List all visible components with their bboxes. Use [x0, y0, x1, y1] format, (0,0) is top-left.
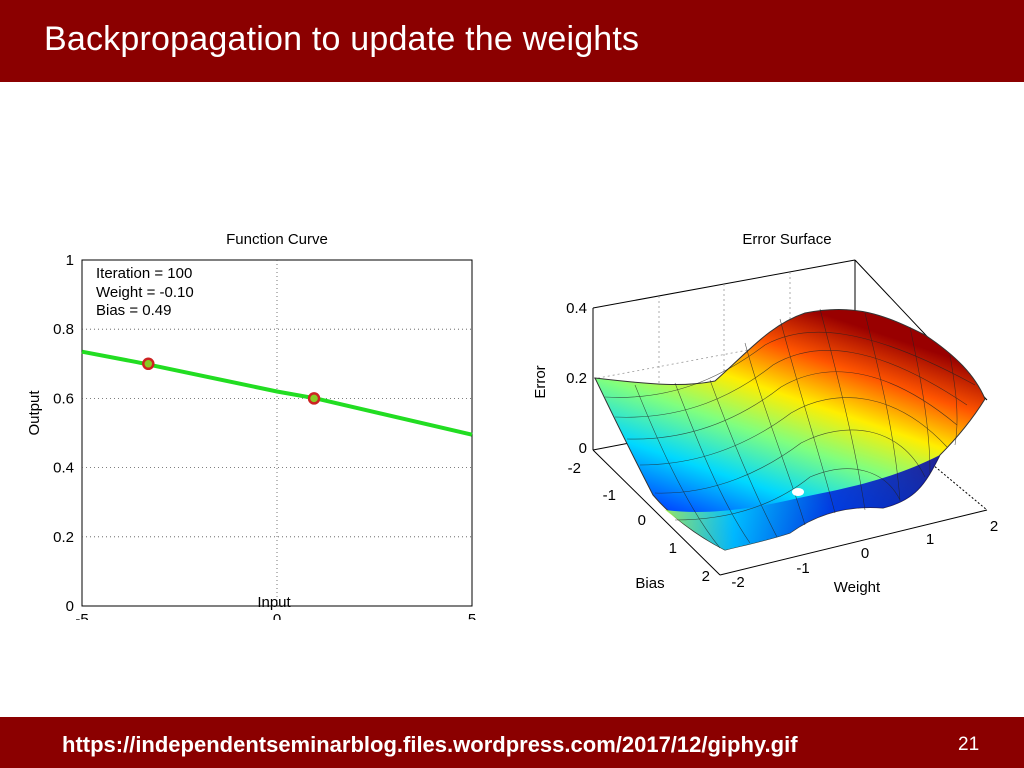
error-surface — [594, 308, 986, 551]
source-url[interactable]: https://independentseminarblog.files.wor… — [62, 732, 798, 757]
weight-tick-label: 2 — [990, 518, 998, 535]
data-point — [142, 357, 155, 371]
annotation-iteration: Iteration = 100 — [96, 265, 192, 282]
z-axis-label: Error — [532, 365, 549, 398]
current-point-marker — [792, 488, 804, 496]
y-tick-label: 1 — [66, 252, 74, 269]
chart-title: Function Curve — [226, 231, 328, 248]
bias-tick-label: 1 — [669, 540, 677, 557]
z-tick-label: 0.2 — [566, 370, 587, 387]
data-point — [307, 392, 321, 405]
y-tick-labels: 0 0.2 0.4 0.6 0.8 1 — [53, 252, 74, 615]
bias-tick-labels: -2 -1 0 1 2 — [568, 460, 710, 585]
x-tick-label: 5 — [468, 611, 476, 620]
data-points — [142, 357, 321, 405]
annotation-bias: Bias = 0.49 — [96, 302, 171, 319]
x-tick-labels: -5 0 5 — [75, 611, 476, 620]
z-tick-label: 0.4 — [566, 300, 587, 317]
chart-title: Error Surface — [742, 231, 831, 248]
weight-tick-labels: -2 -1 0 1 2 — [731, 518, 998, 591]
weight-tick-label: 0 — [861, 545, 869, 562]
function-curve-chart: Function Curve 00.20.40.60.81 -5 0 5 Input… — [26, 231, 476, 620]
bias-tick-label: 2 — [702, 568, 710, 585]
z-tick-label: 0 — [579, 440, 587, 457]
x-tick-label: -5 — [75, 611, 88, 620]
y-tick-label: 0.6 — [53, 390, 74, 407]
error-surface-chart: Error Surface — [532, 231, 998, 596]
x-tick-label: 0 — [273, 611, 281, 620]
series-lines — [81, 349, 473, 437]
weight-tick-label: -2 — [731, 574, 744, 591]
slide-title: Backpropagation to update the weights — [44, 20, 640, 58]
bias-tick-label: -2 — [568, 460, 581, 477]
y-tick-label: 0 — [66, 598, 74, 615]
page-number: 21 — [958, 734, 980, 755]
x-axis-label: Input — [257, 594, 291, 611]
weight-tick-label: -1 — [796, 560, 809, 577]
y-tick-label: 0.2 — [53, 529, 74, 546]
weight-axis-label: Weight — [834, 579, 881, 596]
y-tick-label: 0.8 — [53, 321, 74, 338]
bias-tick-label: 0 — [638, 512, 646, 529]
bias-tick-label: -1 — [603, 487, 616, 504]
grid-lines — [82, 260, 472, 606]
y-axis-label: Output — [26, 390, 43, 436]
slide-footer: https://independentseminarblog.files.wor… — [0, 717, 1024, 768]
y-tick-label: 0.4 — [53, 460, 74, 477]
annotation-weight: Weight = -0.10 — [96, 284, 194, 301]
bias-axis-label: Bias — [635, 575, 664, 592]
weight-tick-label: 1 — [926, 531, 934, 548]
series-line — [81, 349, 473, 437]
z-tick-labels: 0.4 0.2 0 — [566, 300, 587, 457]
slide-header: Backpropagation to update the weights — [0, 0, 1024, 82]
